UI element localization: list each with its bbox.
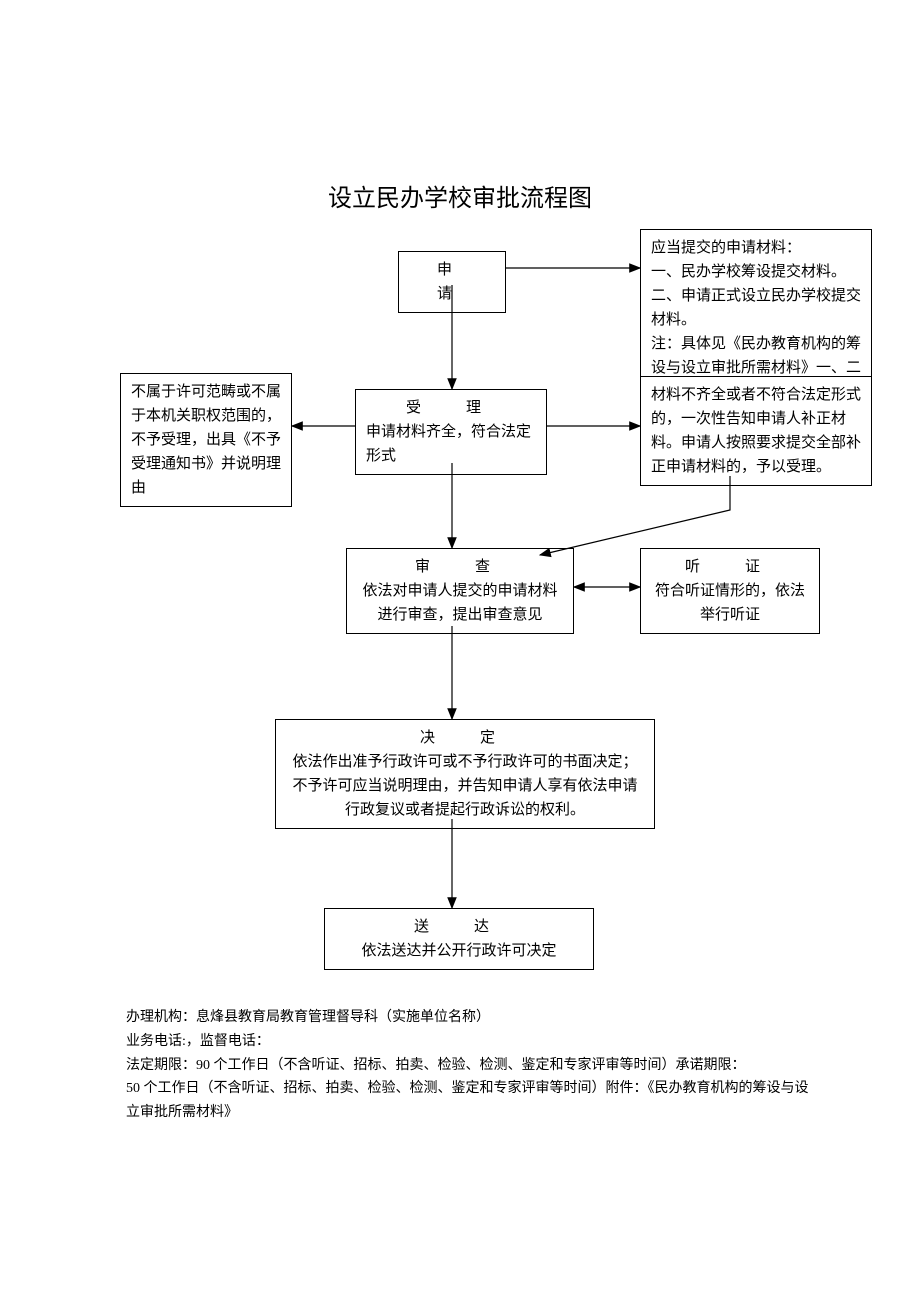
node-decision-heading: 决 定	[286, 726, 644, 750]
node-apply: 申 请	[398, 251, 506, 313]
node-supplement: 材料不齐全或者不符合法定形式的，一次性告知申请人补正材料。申请人按照要求提交全部…	[640, 376, 872, 486]
footer-block: 办理机构：息烽县教育局教育管理督导科（实施单位名称） 业务电话:，监督电话： 法…	[126, 1006, 816, 1125]
footer-line-3: 50 个工作日（不含听证、招标、拍卖、检验、检测、鉴定和专家评审等时间）附件：《…	[126, 1077, 816, 1125]
footer-line-1: 业务电话:，监督电话：	[126, 1030, 816, 1054]
node-review: 审 查 依法对申请人提交的申请材料进行审查，提出审查意见	[346, 548, 574, 634]
node-materials-body: 应当提交的申请材料：一、民办学校筹设提交材料。二、申请正式设立民办学校提交材料。…	[651, 240, 861, 376]
node-hearing-body: 符合听证情形的，依法举行听证	[655, 583, 805, 623]
node-review-body: 依法对申请人提交的申请材料进行审查，提出审查意见	[362, 583, 557, 623]
footer-line-2: 法定期限：90 个工作日（不含听证、招标、拍卖、检验、检测、鉴定和专家评审等时间…	[126, 1054, 816, 1078]
page-title: 设立民办学校审批流程图	[0, 178, 920, 213]
node-materials: 应当提交的申请材料：一、民办学校筹设提交材料。二、申请正式设立民办学校提交材料。…	[640, 229, 872, 387]
node-apply-heading: 申 请	[409, 258, 495, 306]
node-deliver-body: 依法送达并公开行政许可决定	[361, 943, 556, 959]
node-accept-body: 申请材料齐全，符合法定形式	[366, 424, 531, 464]
node-supplement-body: 材料不齐全或者不符合法定形式的，一次性告知申请人补正材料。申请人按照要求提交全部…	[651, 387, 861, 475]
node-accept: 受 理 申请材料齐全，符合法定形式	[355, 389, 547, 475]
node-decision-body: 依法作出准予行政许可或不予行政许可的书面决定；不予许可应当说明理由，并告知申请人…	[292, 754, 637, 818]
node-decision: 决 定 依法作出准予行政许可或不予行政许可的书面决定；不予许可应当说明理由，并告…	[275, 719, 655, 829]
node-hearing-heading: 听 证	[651, 555, 809, 579]
node-hearing: 听 证 符合听证情形的，依法举行听证	[640, 548, 820, 634]
node-reject-left: 不属于许可范畴或不属于本机关职权范围的，不予受理，出具《不予受理通知书》并说明理…	[120, 373, 292, 507]
node-deliver-heading: 送 达	[335, 915, 583, 939]
node-review-heading: 审 查	[357, 555, 563, 579]
node-deliver: 送 达 依法送达并公开行政许可决定	[324, 908, 594, 970]
footer-line-0: 办理机构：息烽县教育局教育管理督导科（实施单位名称）	[126, 1006, 816, 1030]
node-reject-left-body: 不属于许可范畴或不属于本机关职权范围的，不予受理，出具《不予受理通知书》并说明理…	[131, 384, 281, 496]
node-accept-heading: 受 理	[366, 396, 536, 420]
